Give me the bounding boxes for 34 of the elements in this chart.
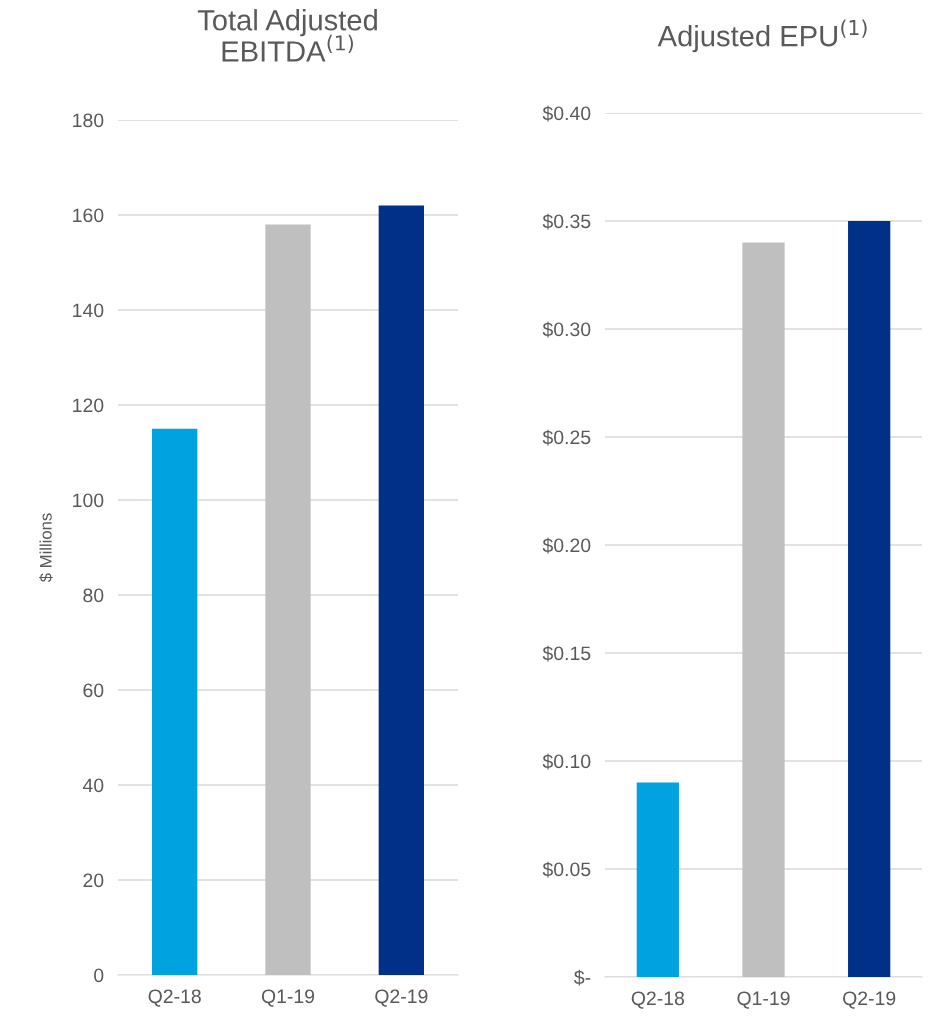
y-tick-label: $0.20 [542,537,591,554]
x-tick-label: Q2-18 [631,991,685,1009]
y-tick-label: 180 [73,113,104,128]
y-tick-label: $0.05 [542,861,591,878]
x-tick-label: Q1-19 [737,991,790,1009]
y-tick-label: 160 [73,208,104,223]
y-tick-label: 0 [94,968,104,983]
bar [742,242,785,977]
y-tick-label: 20 [83,873,104,888]
y-tick-label: $0.25 [542,429,591,446]
y-tick-label: 100 [73,493,104,508]
x-tick-label: Q2-19 [375,989,428,1007]
y-tick-label: $0.10 [542,753,591,770]
y-tick-label: 80 [83,588,104,603]
y-tick-label: 40 [82,778,104,793]
y-tick-label: $- [574,969,591,986]
x-tick-label: Q2-19 [843,991,896,1009]
y-tick-label: $0.35 [542,213,591,230]
bar [152,428,198,975]
x-tick-label: Q2-18 [148,989,201,1007]
y-tick-label: 140 [73,303,104,318]
chart-title: Total Adjusted EBITDA$^{(1)}$ [197,9,377,62]
y-tick-label: 120 [73,398,104,413]
bar [636,782,679,977]
bar [378,205,424,975]
y-axis-title: $ Millions [39,513,53,583]
x-tick-label: Q1-19 [261,989,315,1007]
y-tick-label: $0.15 [542,645,591,662]
y-tick-label: 60 [83,683,104,698]
bar [848,221,891,977]
bar [265,224,311,975]
y-tick-label: $0.30 [542,321,591,338]
y-tick-label: $0.40 [542,105,591,122]
chart-title: Adjusted EPU$^{(1)}$ [657,19,867,53]
